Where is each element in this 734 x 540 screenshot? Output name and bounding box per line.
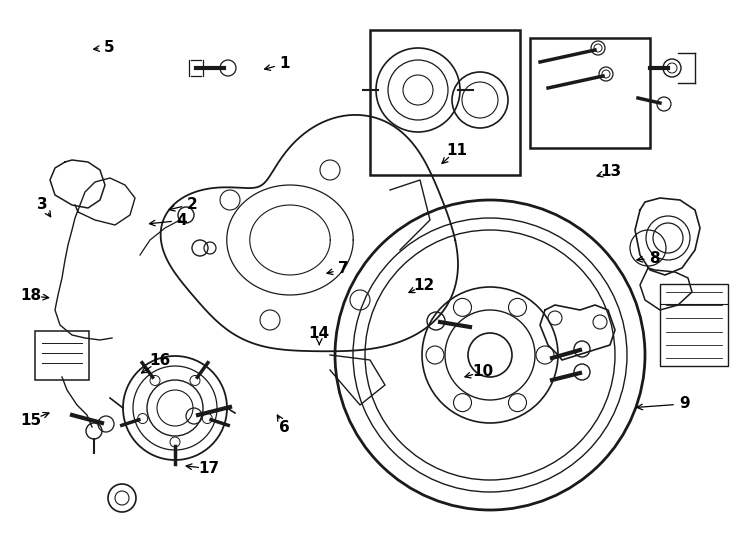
Text: 10: 10 — [473, 364, 493, 379]
Text: 2: 2 — [187, 197, 197, 212]
Text: 5: 5 — [103, 40, 114, 55]
Text: 18: 18 — [21, 288, 41, 303]
Text: 9: 9 — [679, 396, 689, 411]
Text: 1: 1 — [280, 56, 290, 71]
Bar — [660, 284, 728, 366]
Text: 7: 7 — [338, 261, 349, 276]
Bar — [530, 38, 650, 148]
Text: 3: 3 — [37, 197, 48, 212]
Text: 8: 8 — [650, 251, 660, 266]
Text: 14: 14 — [309, 326, 330, 341]
Bar — [370, 30, 520, 175]
Text: 11: 11 — [446, 143, 467, 158]
Text: 12: 12 — [414, 278, 435, 293]
Text: 16: 16 — [150, 353, 170, 368]
Text: 15: 15 — [21, 413, 41, 428]
Text: 4: 4 — [177, 213, 187, 228]
Text: 17: 17 — [199, 461, 219, 476]
Text: 13: 13 — [600, 164, 621, 179]
Text: 6: 6 — [280, 420, 290, 435]
